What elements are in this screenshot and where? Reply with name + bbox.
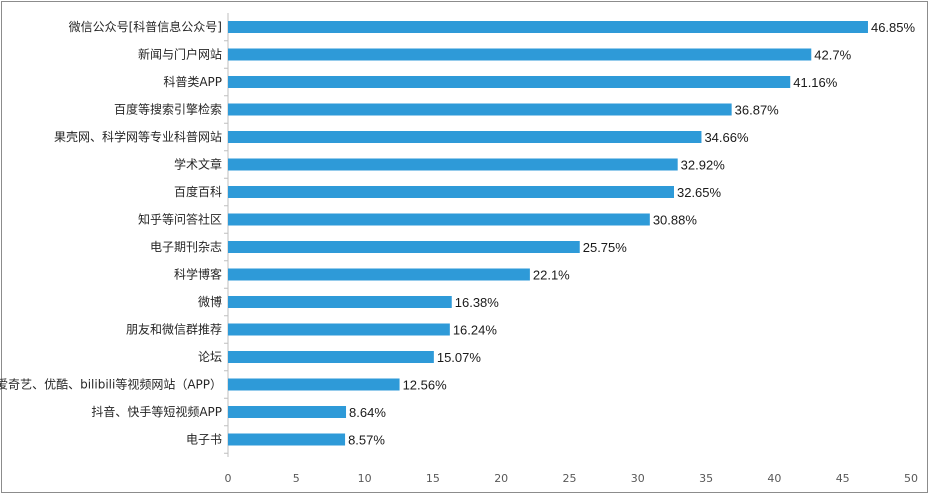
bar[interactable]	[228, 76, 791, 88]
category-label: 百度百科	[174, 184, 222, 199]
value-label: 12.56%	[403, 378, 448, 393]
bar[interactable]	[228, 241, 580, 253]
category-label: 微信公众号[科普信息公众号]	[69, 19, 222, 34]
category-label: 新闻与门户网站	[138, 47, 222, 62]
x-tick-label: 15	[426, 472, 440, 485]
value-label: 41.16%	[793, 75, 838, 90]
value-label: 36.87%	[735, 103, 780, 118]
bar[interactable]	[228, 158, 678, 171]
x-tick-label: 5	[293, 472, 300, 485]
value-label: 22.1%	[533, 268, 570, 283]
bar[interactable]	[228, 186, 674, 198]
bar[interactable]	[228, 213, 650, 226]
category-label: 爱奇艺、优酷、bilibili等视频网站（APP）	[0, 377, 222, 392]
category-label: 科普类APP	[163, 75, 222, 89]
x-tick-label: 45	[836, 472, 850, 485]
category-label: 微博	[198, 294, 222, 309]
bar[interactable]	[228, 131, 702, 143]
category-label: 百度等搜索引擎检索	[114, 102, 222, 117]
category-label: 抖音、快手等短视频APP	[91, 404, 222, 419]
value-label: 25.75%	[583, 240, 628, 255]
bar[interactable]	[228, 378, 400, 391]
x-tick-label: 25	[563, 472, 577, 485]
category-label: 学术文章	[174, 157, 222, 172]
x-tick-label: 30	[631, 472, 645, 485]
category-label: 电子书	[186, 433, 222, 447]
bar[interactable]	[228, 48, 812, 61]
bar[interactable]	[228, 323, 450, 336]
bar[interactable]	[228, 406, 347, 418]
category-label: 电子期刊杂志	[150, 240, 222, 254]
value-label: 32.92%	[681, 158, 726, 173]
value-label: 16.38%	[455, 295, 500, 310]
category-label: 科学博客	[174, 267, 222, 282]
category-label: 知乎等问答社区	[138, 212, 222, 227]
bar[interactable]	[228, 103, 732, 116]
value-label: 32.65%	[677, 185, 722, 200]
value-label: 30.88%	[653, 213, 698, 228]
x-tick-label: 40	[767, 472, 781, 485]
x-tick-label: 10	[358, 472, 372, 485]
x-tick-label: 35	[699, 472, 713, 485]
category-label: 果壳网、科学网等专业科普网站	[54, 129, 222, 144]
category-label: 论坛	[198, 350, 222, 364]
bar[interactable]	[228, 21, 868, 33]
value-label: 8.57%	[348, 433, 385, 448]
x-tick-label: 20	[494, 472, 508, 485]
category-label: 朋友和微信群推荐	[126, 323, 222, 337]
bar[interactable]	[228, 351, 434, 363]
x-tick-label: 50	[904, 472, 918, 485]
bar[interactable]	[228, 268, 530, 281]
bar[interactable]	[228, 296, 452, 308]
value-label: 34.66%	[704, 130, 749, 145]
value-label: 46.85%	[871, 20, 916, 35]
value-label: 42.7%	[814, 48, 851, 63]
x-tick-label: 0	[225, 472, 232, 485]
bar[interactable]	[228, 433, 346, 446]
value-label: 15.07%	[437, 350, 482, 365]
value-label: 16.24%	[453, 323, 498, 338]
value-label: 8.64%	[349, 405, 386, 420]
